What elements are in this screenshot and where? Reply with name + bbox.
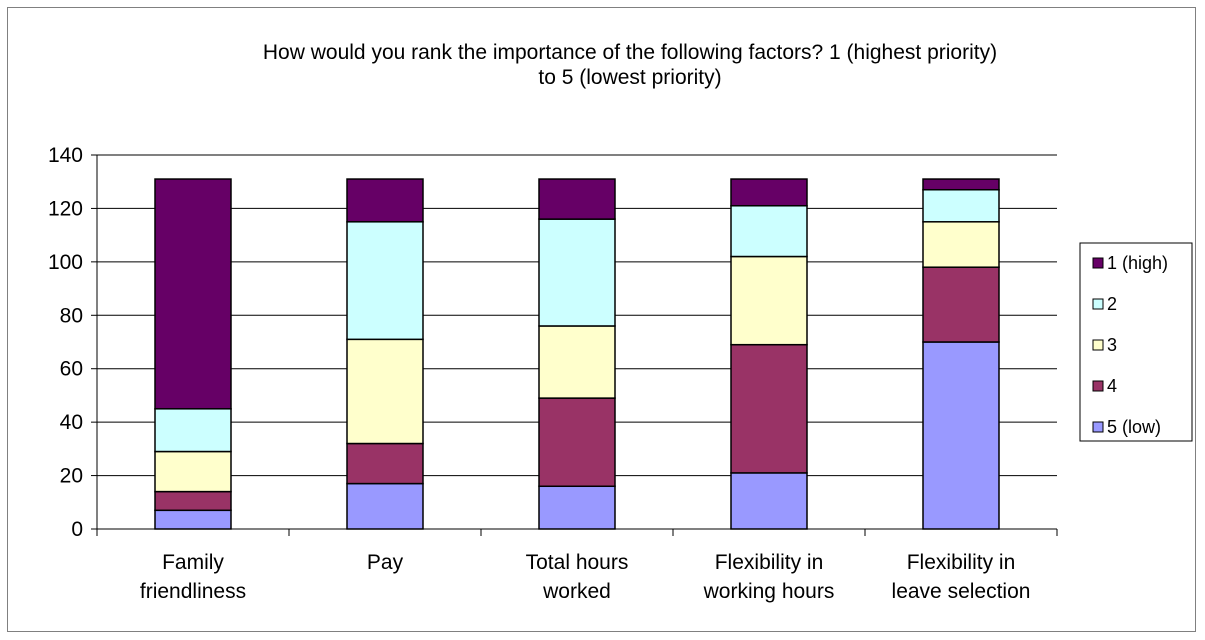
bar-segment (730, 343, 808, 474)
bars (154, 178, 1000, 530)
bar-segment (922, 341, 1000, 530)
bar-segment (154, 490, 232, 512)
y-tick-label: 20 (60, 465, 83, 488)
y-tick-label: 0 (71, 518, 83, 541)
legend-swatch (1092, 298, 1104, 310)
legend: 1 (high) 2 3 4 5 (low) (1079, 242, 1193, 442)
bar-segment (346, 178, 424, 223)
legend-swatch (1092, 257, 1104, 269)
bar-segment (922, 188, 1000, 223)
y-tick-label: 120 (48, 197, 83, 220)
legend-swatch (1092, 380, 1104, 392)
bar-segment (538, 178, 616, 220)
legend-label: 2 (1107, 294, 1117, 314)
bar-segment (538, 485, 616, 530)
legend-label: 3 (1107, 335, 1117, 355)
bar-segment (730, 255, 808, 346)
bar-segment (538, 325, 616, 399)
axes (91, 154, 1058, 536)
x-tick-label: Flexibility in (715, 551, 824, 574)
x-tick-labels: Family friendliness Pay Total hours worked Fl… (140, 551, 1031, 603)
x-tick-label: Total hours (526, 551, 629, 574)
y-tick-labels: 0 20 40 60 80 100 120 140 (48, 144, 83, 541)
legend-label: 4 (1107, 376, 1117, 396)
y-tick-label: 80 (60, 304, 83, 327)
bar-segment (730, 205, 808, 258)
bar-segment (154, 408, 232, 453)
bar-segment (346, 442, 424, 485)
y-tick-label: 60 (60, 358, 83, 381)
bar-segment (154, 450, 232, 493)
bar-segment (154, 509, 232, 530)
bar-segment (922, 266, 1000, 343)
chart-title-line-2: to 5 (lowest priority) (538, 66, 722, 89)
x-tick-label: friendliness (140, 580, 246, 603)
y-tick-label: 100 (48, 251, 83, 274)
x-tick-label: worked (542, 580, 611, 603)
bar-segment (730, 472, 808, 530)
bar-segment (922, 178, 1000, 191)
bar-segment (730, 178, 808, 207)
bar-segment (346, 482, 424, 530)
legend-label: 1 (high) (1107, 253, 1168, 273)
y-tick-label: 40 (60, 411, 83, 434)
bar-segment (922, 221, 1000, 268)
bar-segment (346, 221, 424, 341)
x-tick-label: Flexibility in (907, 551, 1016, 574)
y-tick-label: 140 (48, 144, 83, 167)
legend-swatch (1092, 339, 1104, 351)
legend-swatch (1092, 421, 1104, 433)
bar-segment (346, 338, 424, 445)
x-tick-label: Family (162, 551, 224, 574)
chart-title-line-1: How would you rank the importance of the… (262, 41, 998, 64)
legend-label: 5 (low) (1107, 417, 1161, 437)
bar-segment (154, 178, 232, 410)
x-tick-label: leave selection (892, 580, 1031, 603)
chart-title: How would you rank the importance of the… (0, 40, 1205, 90)
x-tick-label: Pay (367, 551, 404, 574)
x-tick-label: working hours (703, 580, 835, 603)
bar-segment (538, 218, 616, 327)
bar-segment (538, 397, 616, 488)
